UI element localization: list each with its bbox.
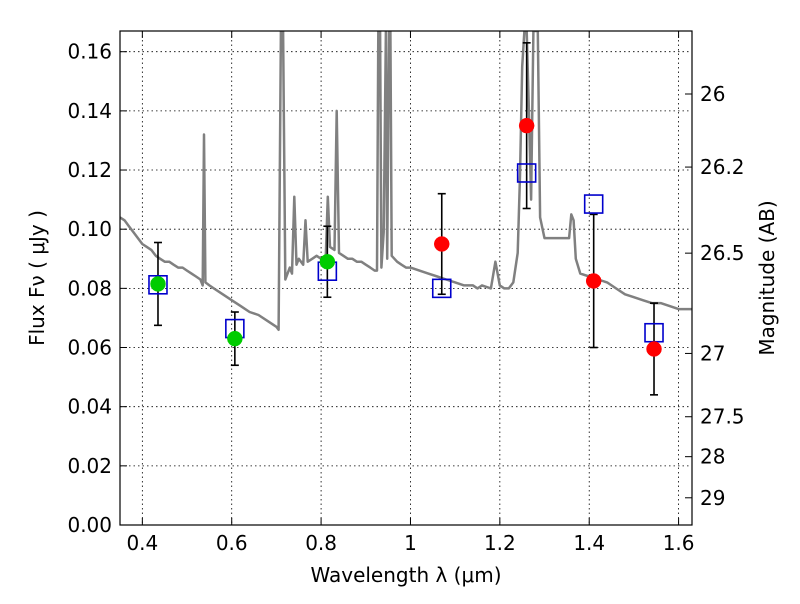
y-tick-label: 0.00 (67, 513, 112, 537)
y2-tick-label: 28 (700, 445, 725, 469)
y-tick-label: 0.10 (67, 217, 112, 241)
y-tick-label: 0.04 (67, 395, 112, 419)
x-tick-label: 1.4 (573, 531, 605, 555)
detections-point (150, 276, 166, 292)
detections-point (319, 253, 336, 270)
series-layer (120, 31, 692, 332)
y-tick-label: 0.06 (67, 336, 112, 360)
x-tick-label: 1.6 (663, 531, 695, 555)
y-axis-title: Flux Fν ( μJy ) (25, 210, 49, 346)
upper-limits-point (518, 117, 535, 134)
model-photometry-square (583, 194, 604, 214)
y2-axis-title: Magnitude (AB) (755, 200, 779, 355)
x-tick-label: 0.4 (126, 531, 158, 555)
upper-limits-point (434, 236, 450, 252)
model-photometry-square (431, 278, 452, 299)
spectrum-line (120, 31, 692, 332)
x-tick-label: 1.2 (484, 531, 516, 555)
y-tick-label: 0.16 (67, 40, 112, 64)
y2-tick-label: 26.5 (700, 241, 745, 265)
detections-point (227, 330, 243, 347)
y2-tick-label: 26 (700, 82, 725, 106)
y-axis: 0.00 0.02 0.04 0.06 0.08 0.10 0.12 0.14 0.16 (67, 40, 127, 537)
upper-limits-point (585, 273, 602, 289)
x-tick-label: 0.6 (216, 531, 248, 555)
y-tick-label: 0.02 (67, 454, 112, 478)
y-tick-label: 0.14 (67, 99, 112, 123)
y-tick-label: 0.08 (67, 276, 112, 300)
x-tick-label: 0.8 (305, 531, 337, 555)
y2-tick-label: 27 (700, 341, 725, 365)
x-tick-label: 1 (404, 531, 417, 555)
model-photometry-square (148, 275, 168, 295)
y2-tick-label: 27.5 (700, 405, 745, 429)
upper-limits-point (646, 341, 662, 357)
plot-area (120, 31, 692, 332)
x-axis: 0.4 0.6 0.8 1 1.2 1.4 1.6 (126, 31, 695, 555)
y2-tick-label: 29 (700, 486, 725, 510)
markers (148, 117, 664, 357)
plot-frame (119, 30, 693, 526)
y2-axis: 26 26.2 26.5 27 27.5 28 29 (685, 82, 745, 510)
model-photometry-square (516, 163, 537, 183)
y-tick-label: 0.12 (67, 158, 112, 182)
y2-tick-label: 26.2 (700, 155, 745, 179)
x-axis-title: Wavelength λ (μm) (310, 563, 501, 587)
